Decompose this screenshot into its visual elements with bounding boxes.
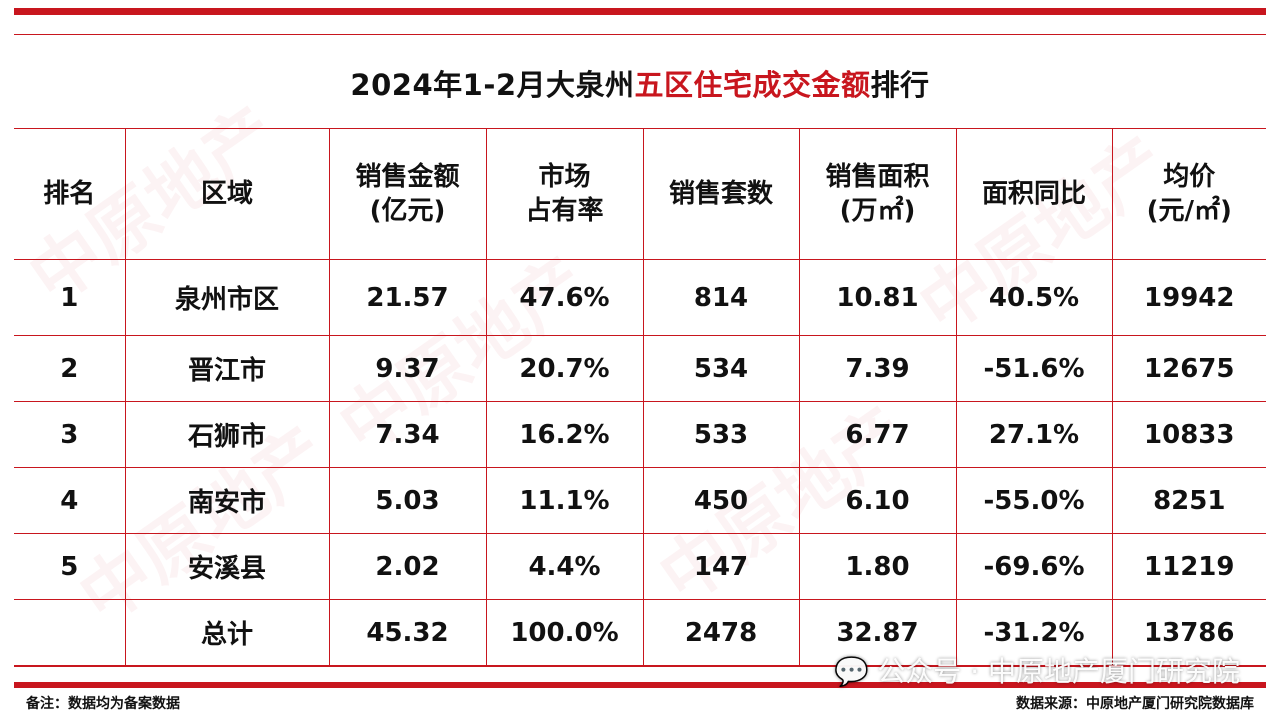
column-header-line: 销售套数 xyxy=(668,179,773,209)
table-cell: 147 xyxy=(642,533,800,600)
bottom-divider xyxy=(14,666,1266,667)
table-cell: 27.1% xyxy=(955,401,1113,468)
column-header-line: (亿元) xyxy=(369,196,446,226)
table-cell: 10.81 xyxy=(798,259,957,336)
column-header-line: 销售金额 xyxy=(355,162,460,192)
table-cell: 泉州市区 xyxy=(124,259,330,336)
table-cell: -55.0% xyxy=(955,467,1113,534)
table-cell: 47.6% xyxy=(485,259,644,336)
table-cell: 2478 xyxy=(642,599,800,666)
table-cell: -51.6% xyxy=(955,335,1113,402)
table-cell: 100.0% xyxy=(485,599,644,666)
table-cell: 2 xyxy=(14,335,126,402)
column-header: 区域 xyxy=(124,128,330,260)
column-header-line: (元/㎡) xyxy=(1146,196,1232,226)
table-cell: 晋江市 xyxy=(124,335,330,402)
table-cell: 安溪县 xyxy=(124,533,330,600)
table-cell: 7.39 xyxy=(798,335,957,402)
table-cell: 19942 xyxy=(1111,259,1266,336)
top-accent-bar xyxy=(14,8,1266,15)
table-row: 5 安溪县 2.02 4.4% 147 1.80 -69.6% 11219 xyxy=(14,533,1266,600)
footer-note: 备注：数据均为备案数据 xyxy=(26,696,180,712)
table-cell: 814 xyxy=(642,259,800,336)
column-header: 面积同比 xyxy=(955,128,1113,260)
table-row: 4 南安市 5.03 11.1% 450 6.10 -55.0% 8251 xyxy=(14,467,1266,534)
wechat-icon: 💬 xyxy=(834,655,870,688)
column-header: 排名 xyxy=(14,128,126,260)
table-cell: 45.32 xyxy=(328,599,487,666)
column-header-line: 市场 xyxy=(538,162,591,192)
table-cell: 534 xyxy=(642,335,800,402)
wechat-watermark: 💬 公众号 · 中原地产厦门研究院 xyxy=(834,650,1240,690)
table-cell: 石狮市 xyxy=(124,401,330,468)
table-cell: 7.34 xyxy=(328,401,487,468)
table-cell: 4.4% xyxy=(485,533,644,600)
wechat-label: 公众号 · 中原地产厦门研究院 xyxy=(877,655,1240,688)
column-header-line: (万㎡) xyxy=(839,196,916,226)
table-cell: 4 xyxy=(14,467,126,534)
table-cell: -69.6% xyxy=(955,533,1113,600)
column-header-line: 销售面积 xyxy=(825,162,930,192)
title-prefix: 2024年1-2月大泉州 xyxy=(350,68,635,102)
table-cell: 5 xyxy=(14,533,126,600)
column-header: 销售套数 xyxy=(642,128,800,260)
table-cell: 450 xyxy=(642,467,800,534)
table-row: 2 晋江市 9.37 20.7% 534 7.39 -51.6% 12675 xyxy=(14,335,1266,402)
table-cell: 总计 xyxy=(124,599,330,666)
column-header-line: 占有率 xyxy=(525,196,604,226)
column-header: 销售面积 (万㎡) xyxy=(798,128,957,260)
footer-source: 数据来源：中原地产厦门研究院数据库 xyxy=(1016,696,1254,712)
table-cell: 5.03 xyxy=(328,467,487,534)
table-cell: 20.7% xyxy=(485,335,644,402)
table-cell: 12675 xyxy=(1111,335,1266,402)
table-row: 1 泉州市区 21.57 47.6% 814 10.81 40.5% 19942 xyxy=(14,259,1266,336)
column-header-line: 排名 xyxy=(43,179,96,209)
table-cell: 533 xyxy=(642,401,800,468)
column-header: 均价 (元/㎡) xyxy=(1111,128,1266,260)
table-cell: 1 xyxy=(14,259,126,336)
table-body: 1 泉州市区 21.57 47.6% 814 10.81 40.5% 19942 2 晋江市 9.3… xyxy=(14,259,1266,666)
table-cell: 2.02 xyxy=(328,533,487,600)
column-header: 销售金额 (亿元) xyxy=(328,128,487,260)
table-header-row: 排名 区域 销售金额 (亿元) 市场 占有率 销售套数 销售面积 (万㎡) 面积同比 均价 (元/㎡) xyxy=(14,128,1266,260)
table-cell: 13786 xyxy=(1111,599,1266,666)
table-cell: 21.57 xyxy=(328,259,487,336)
table-cell: 40.5% xyxy=(955,259,1113,336)
table-cell: 11219 xyxy=(1111,533,1266,600)
table-cell: 9.37 xyxy=(328,335,487,402)
table-cell: 6.10 xyxy=(798,467,957,534)
table-cell: 1.80 xyxy=(798,533,957,600)
table-cell: 11.1% xyxy=(485,467,644,534)
top-divider xyxy=(14,34,1266,35)
ranking-table: 排名 区域 销售金额 (亿元) 市场 占有率 销售套数 销售面积 (万㎡) 面积同比 均价 (元/㎡)… xyxy=(14,128,1266,666)
table-cell: 6.77 xyxy=(798,401,957,468)
column-header-line: 面积同比 xyxy=(981,179,1086,209)
table-row: 3 石狮市 7.34 16.2% 533 6.77 27.1% 10833 xyxy=(14,401,1266,468)
table-cell xyxy=(14,599,126,666)
table-cell: -31.2% xyxy=(955,599,1113,666)
title-suffix: 排行 xyxy=(870,68,930,102)
table-cell: 南安市 xyxy=(124,467,330,534)
table-cell: 10833 xyxy=(1111,401,1266,468)
table-row: 总计 45.32 100.0% 2478 32.87 -31.2% 13786 xyxy=(14,599,1266,666)
page-title: 2024年1-2月大泉州五区住宅成交金额排行 xyxy=(0,62,1280,104)
table-cell: 8251 xyxy=(1111,467,1266,534)
table-cell: 3 xyxy=(14,401,126,468)
table-cell: 16.2% xyxy=(485,401,644,468)
table-cell: 32.87 xyxy=(798,599,957,666)
title-highlight: 五区住宅成交金额 xyxy=(634,68,871,102)
bottom-accent-bar xyxy=(14,682,1266,688)
column-header-line: 区域 xyxy=(200,179,253,209)
column-header: 市场 占有率 xyxy=(485,128,644,260)
column-header-line: 均价 xyxy=(1163,162,1216,192)
